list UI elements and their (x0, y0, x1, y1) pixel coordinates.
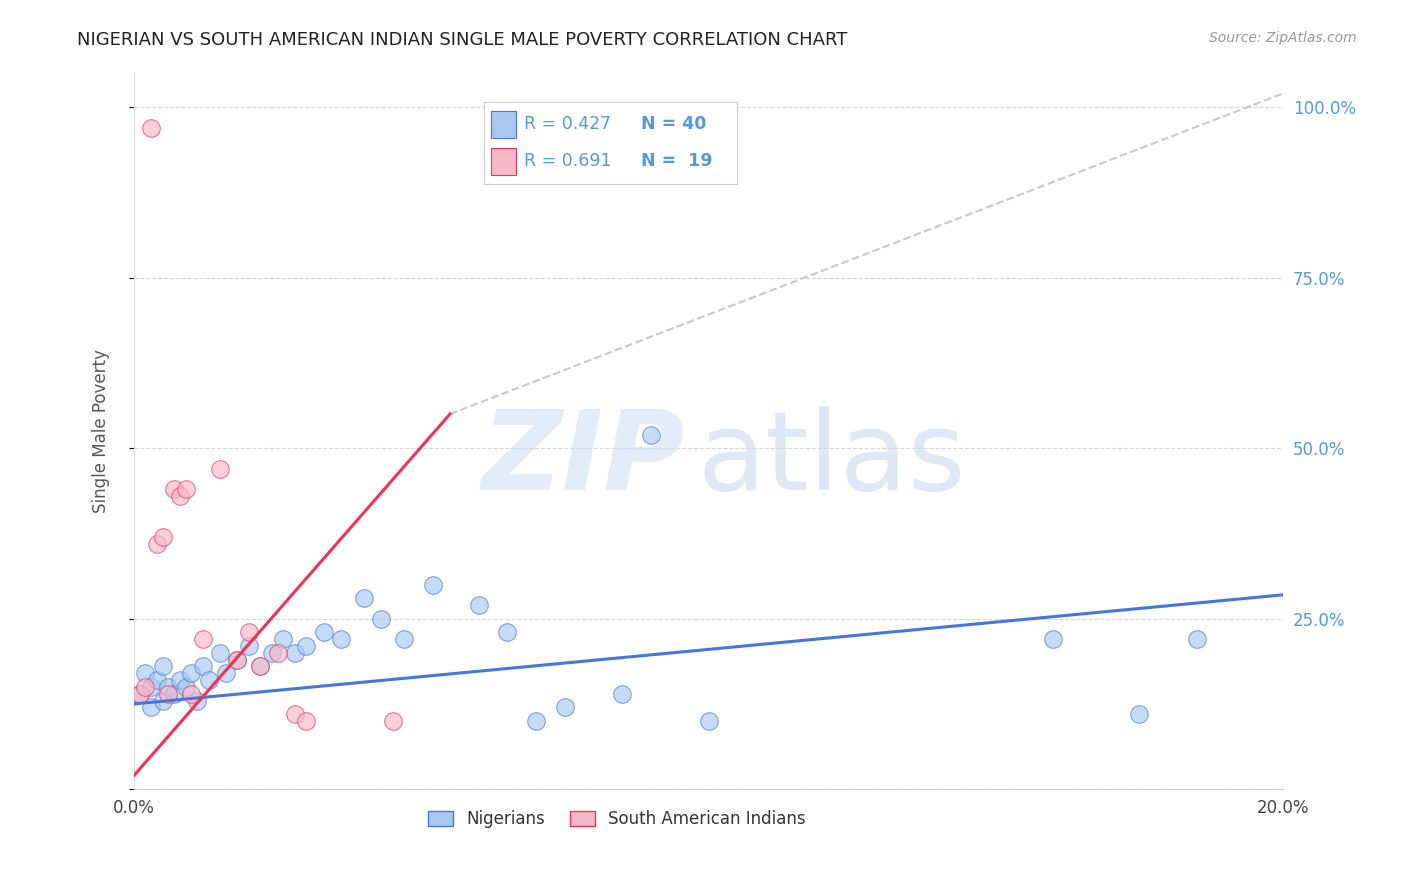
Point (226, 652, 249, 666)
Point (266, 646, 288, 660)
Point (141, 680, 163, 694)
Point (215, 666, 238, 681)
Point (524, 714, 547, 728)
Point (180, 666, 202, 681)
Point (370, 612, 392, 626)
Point (180, 687, 202, 701)
Text: NIGERIAN VS SOUTH AMERICAN INDIAN SINGLE MALE POVERTY CORRELATION CHART: NIGERIAN VS SOUTH AMERICAN INDIAN SINGLE… (77, 31, 848, 49)
Point (174, 482, 197, 496)
Point (157, 680, 180, 694)
Point (295, 639, 318, 653)
Point (141, 700, 163, 714)
Text: Source: ZipAtlas.com: Source: ZipAtlas.com (1209, 31, 1357, 45)
Point (392, 632, 415, 647)
Point (312, 625, 335, 640)
Point (554, 700, 576, 714)
Point (163, 482, 186, 496)
Point (209, 461, 232, 475)
Point (1128, 707, 1150, 722)
Point (496, 625, 519, 640)
Point (146, 536, 169, 550)
Point (238, 639, 260, 653)
Point (191, 659, 214, 673)
Text: atlas: atlas (697, 406, 966, 513)
Point (612, 687, 634, 701)
Point (157, 687, 180, 701)
Point (249, 659, 271, 673)
Point (329, 632, 352, 647)
Point (422, 577, 444, 591)
Point (238, 625, 260, 640)
Point (273, 632, 295, 647)
Point (191, 632, 214, 647)
Point (174, 680, 197, 694)
Point (284, 646, 307, 660)
Point (1185, 632, 1208, 647)
Legend: Nigerians, South American Indians: Nigerians, South American Indians (420, 804, 813, 835)
Point (146, 673, 169, 687)
Point (467, 598, 489, 612)
Point (284, 707, 307, 722)
Text: ZIP: ZIP (482, 406, 686, 513)
Y-axis label: Single Male Poverty: Single Male Poverty (93, 349, 110, 513)
Point (1042, 632, 1064, 647)
Point (163, 687, 186, 701)
Point (128, 687, 150, 701)
Point (260, 646, 283, 660)
Point (249, 659, 271, 673)
Point (697, 714, 720, 728)
Point (169, 489, 191, 503)
Point (134, 680, 156, 694)
Point (169, 673, 191, 687)
Point (295, 714, 318, 728)
Point (197, 673, 219, 687)
Point (152, 693, 174, 707)
Point (141, 120, 163, 135)
Point (381, 714, 404, 728)
Point (353, 591, 375, 606)
Point (152, 659, 174, 673)
Point (209, 646, 232, 660)
Point (134, 666, 156, 681)
Point (152, 530, 174, 544)
Point (128, 687, 150, 701)
Point (226, 652, 249, 666)
Point (186, 693, 208, 707)
Point (640, 427, 662, 442)
